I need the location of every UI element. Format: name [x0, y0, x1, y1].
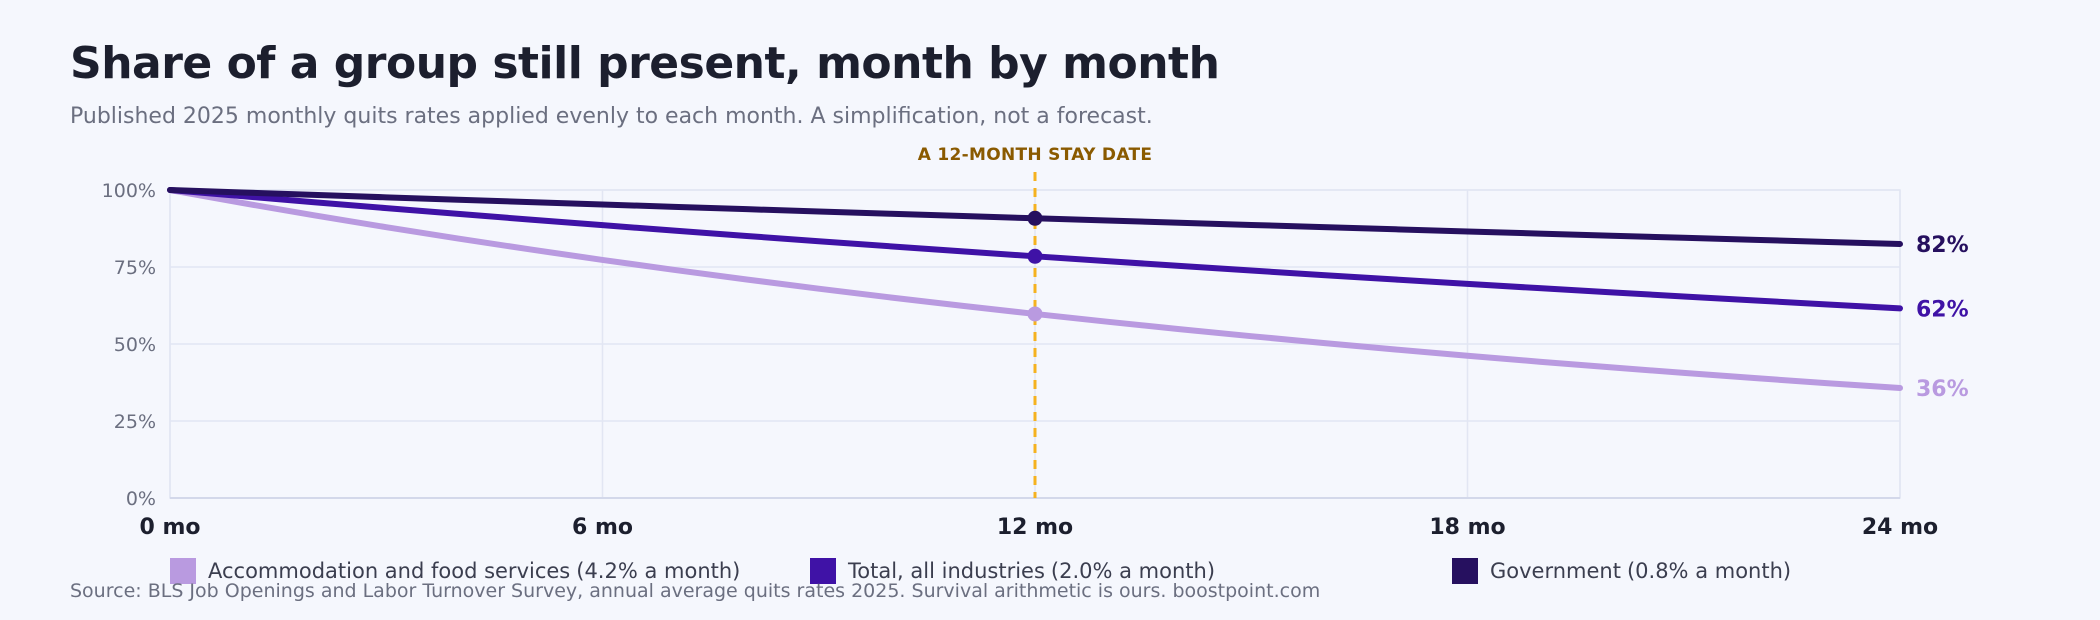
legend-rate: (0.8% a month) [1626, 559, 1792, 583]
end-label-0: 36% [1916, 377, 1969, 402]
x-tick-label: 18 mo [1429, 515, 1505, 540]
end-labels: 36% 62% 82% [1916, 233, 1969, 402]
stay-date-marker: A 12-MONTH STAY DATE [918, 145, 1153, 498]
legend-swatch [1452, 558, 1478, 584]
source-note: Source: BLS Job Openings and Labor Turno… [70, 580, 1321, 602]
legend-item-total: Total, all industries (2.0% a month) [810, 558, 1215, 584]
marker-points [1027, 210, 1043, 322]
chart-subtitle: Published 2025 monthly quits rates appli… [70, 104, 1153, 129]
x-tick-label: 0 mo [139, 515, 200, 540]
marker-point-0 [1027, 306, 1043, 322]
marker-point-2 [1027, 210, 1043, 226]
y-tick-label: 50% [114, 334, 156, 356]
x-axis: 0 mo 6 mo 12 mo 18 mo 24 mo [139, 497, 1938, 540]
legend-rate: (4.2% a month) [576, 559, 741, 583]
y-axis: 0% 25% 50% 75% 100% [102, 180, 156, 510]
end-label-1: 62% [1916, 297, 1969, 322]
end-label-2: 82% [1916, 233, 1969, 258]
legend-item-accommodation: Accommodation and food services (4.2% a … [170, 558, 740, 584]
y-tick-label: 100% [102, 180, 156, 202]
legend-label: Accommodation and food services [208, 559, 571, 583]
marker-point-1 [1027, 248, 1043, 264]
legend-swatch [170, 558, 196, 584]
legend-item-government: Government (0.8% a month) [1452, 558, 1791, 584]
y-tick-label: 25% [114, 411, 156, 433]
legend: Accommodation and food services (4.2% a … [0, 558, 2100, 592]
legend-swatch [810, 558, 836, 584]
legend-label: Total, all industries [848, 559, 1045, 583]
legend-rate: (2.0% a month) [1050, 559, 1216, 583]
x-tick-label: 24 mo [1862, 515, 1938, 540]
y-tick-label: 0% [126, 488, 156, 510]
marker-label: A 12-MONTH STAY DATE [918, 145, 1153, 165]
legend-label: Government [1490, 559, 1621, 583]
y-tick-label: 75% [114, 257, 156, 279]
chart-title: Share of a group still present, month by… [70, 38, 1220, 89]
x-tick-label: 12 mo [997, 515, 1073, 540]
line-chart: 0%25%50%75%100% 0 mo 6 mo 12 mo 18 mo 24 mo … [102, 145, 1969, 540]
x-tick-label: 6 mo [572, 515, 633, 540]
